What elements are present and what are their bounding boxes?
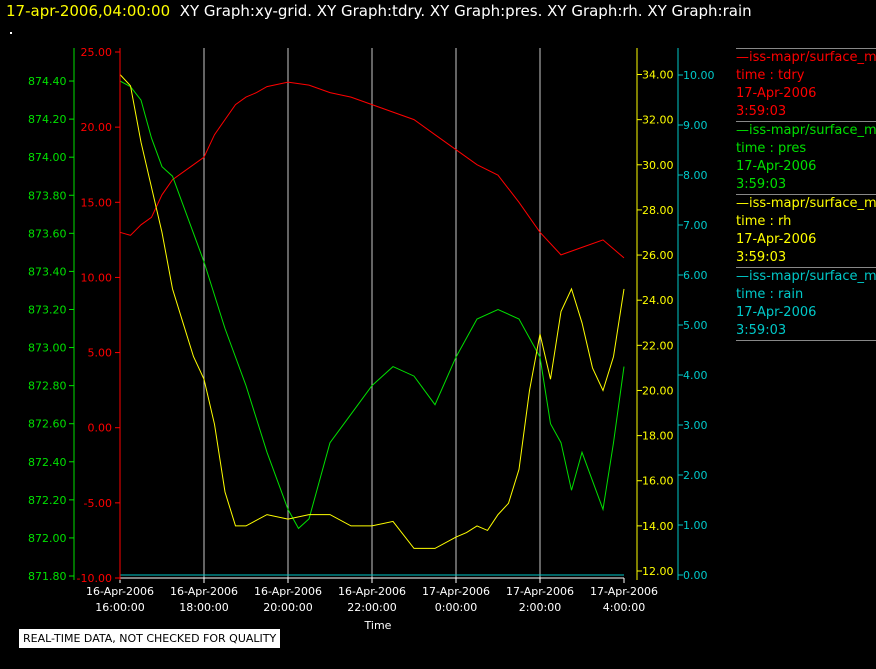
tdry-tick-label: 10.00 <box>81 271 113 284</box>
tdry-tick-label: -5.00 <box>84 497 112 510</box>
tdry-series-line <box>119 81 625 259</box>
legend-field: time : rain <box>736 287 804 302</box>
tdry-tick-label: 5.00 <box>88 347 113 360</box>
rh-tick-label: 24.00 <box>642 294 674 307</box>
legend-time: 3:59:03 <box>736 250 787 265</box>
header-timestamp: 17-apr-2006,04:00:00 <box>6 2 171 20</box>
pres-tick-label: 873.00 <box>28 342 67 355</box>
pres-tick-label: 874.20 <box>28 113 67 126</box>
rain-tick-label: 5.00 <box>683 319 708 332</box>
rain-tick-label: 4.00 <box>683 369 708 382</box>
x-tick-label-time: 20:00:00 <box>263 601 312 614</box>
marker-dot <box>10 32 12 34</box>
pres-tick-label: 872.80 <box>28 380 67 393</box>
legend-field: time : tdry <box>736 68 805 83</box>
rh-tick-label: 14.00 <box>642 520 674 533</box>
x-tick-label-date: 16-Apr-2006 <box>170 585 238 598</box>
rain-tick-label: 7.00 <box>683 219 708 232</box>
plot-area <box>119 74 625 576</box>
tdry-tick-label: -10.00 <box>77 572 112 585</box>
axes: 16-Apr-2006 16:00:00 16-Apr-2006 18:00:00 16… <box>28 46 715 614</box>
x-tick-label-time: 2:00:00 <box>519 601 561 614</box>
legend-field: time : pres <box>736 141 807 156</box>
legend-time: 3:59:03 <box>736 177 787 192</box>
tdry-tick-label: 15.00 <box>81 196 113 209</box>
legend-source: —iss-mapr/surface_m <box>736 196 876 211</box>
x-tick-label-time: 18:00:00 <box>179 601 228 614</box>
rain-tick-label: 10.00 <box>683 69 715 82</box>
rh-tick-label: 16.00 <box>642 475 674 488</box>
x-axis-label: Time <box>364 619 392 632</box>
rh-tick-label: 34.00 <box>642 69 674 82</box>
legend-time: 3:59:03 <box>736 104 787 119</box>
legend: —iss-mapr/surface_m time : tdry 17-Apr-200… <box>736 48 876 341</box>
legend-date: 17-Apr-2006 <box>736 159 817 174</box>
pres-tick-label: 874.40 <box>28 75 67 88</box>
x-tick-label-date: 16-Apr-2006 <box>254 585 322 598</box>
pres-tick-label: 873.20 <box>28 303 67 316</box>
legend-date: 17-Apr-2006 <box>736 86 817 101</box>
rh-tick-label: 28.00 <box>642 204 674 217</box>
rain-tick-label: 2.00 <box>683 469 708 482</box>
x-tick-label-date: 17-Apr-2006 <box>506 585 574 598</box>
rh-tick-label: 26.00 <box>642 249 674 262</box>
x-tick-label-time: 16:00:00 <box>95 601 144 614</box>
pres-tick-label: 873.60 <box>28 227 67 240</box>
x-tick-label-date: 16-Apr-2006 <box>338 585 406 598</box>
pres-tick-label: 872.20 <box>28 494 67 507</box>
pres-tick-label: 873.40 <box>28 265 67 278</box>
legend-field: time : rh <box>736 214 792 229</box>
x-tick-label-date: 16-Apr-2006 <box>86 585 154 598</box>
rain-tick-label: 3.00 <box>683 419 708 432</box>
pres-series-line <box>119 80 625 530</box>
x-tick-label-date: 17-Apr-2006 <box>590 585 658 598</box>
legend-source: —iss-mapr/surface_m <box>736 50 876 65</box>
x-tick-label-time: 4:00:00 <box>603 601 645 614</box>
rh-tick-label: 20.00 <box>642 384 674 397</box>
rh-tick-label: 32.00 <box>642 114 674 127</box>
rain-tick-label: 1.00 <box>683 519 708 532</box>
header-graph-titles: XY Graph:xy-grid. XY Graph:tdry. XY Grap… <box>179 2 752 20</box>
pres-tick-label: 873.80 <box>28 189 67 202</box>
rh-tick-label: 30.00 <box>642 159 674 172</box>
rh-tick-label: 18.00 <box>642 430 674 443</box>
legend-source: —iss-mapr/surface_m <box>736 123 876 138</box>
x-tick-label-date: 17-Apr-2006 <box>422 585 490 598</box>
pres-tick-label: 872.40 <box>28 456 67 469</box>
rh-tick-label: 22.00 <box>642 339 674 352</box>
pres-tick-label: 874.00 <box>28 151 67 164</box>
rain-tick-label: 9.00 <box>683 119 708 132</box>
tdry-tick-label: 25.00 <box>81 46 113 59</box>
legend-source: —iss-mapr/surface_m <box>736 269 876 284</box>
pres-tick-label: 872.60 <box>28 418 67 431</box>
pres-tick-label: 872.00 <box>28 532 67 545</box>
x-tick-label-time: 22:00:00 <box>347 601 396 614</box>
legend-date: 17-Apr-2006 <box>736 232 817 247</box>
rain-tick-label: 6.00 <box>683 269 708 282</box>
legend-time: 3:59:03 <box>736 323 787 338</box>
tdry-tick-label: 20.00 <box>81 121 113 134</box>
legend-divider <box>736 340 876 341</box>
header-bar: 17-apr-2006,04:00:00 XY Graph:xy-grid. X… <box>6 2 752 20</box>
tdry-tick-label: 0.00 <box>88 422 113 435</box>
quality-disclaimer: REAL-TIME DATA, NOT CHECKED FOR QUALITY <box>19 629 281 648</box>
legend-date: 17-Apr-2006 <box>736 305 817 320</box>
rh-tick-label: 12.00 <box>642 565 674 578</box>
grid-lines <box>203 48 541 578</box>
rh-series-line <box>119 74 625 549</box>
rain-tick-label: 8.00 <box>683 169 708 182</box>
x-tick-label-time: 0:00:00 <box>435 601 477 614</box>
pres-tick-label: 871.80 <box>28 570 67 583</box>
rain-tick-label: 0.00 <box>683 569 708 582</box>
